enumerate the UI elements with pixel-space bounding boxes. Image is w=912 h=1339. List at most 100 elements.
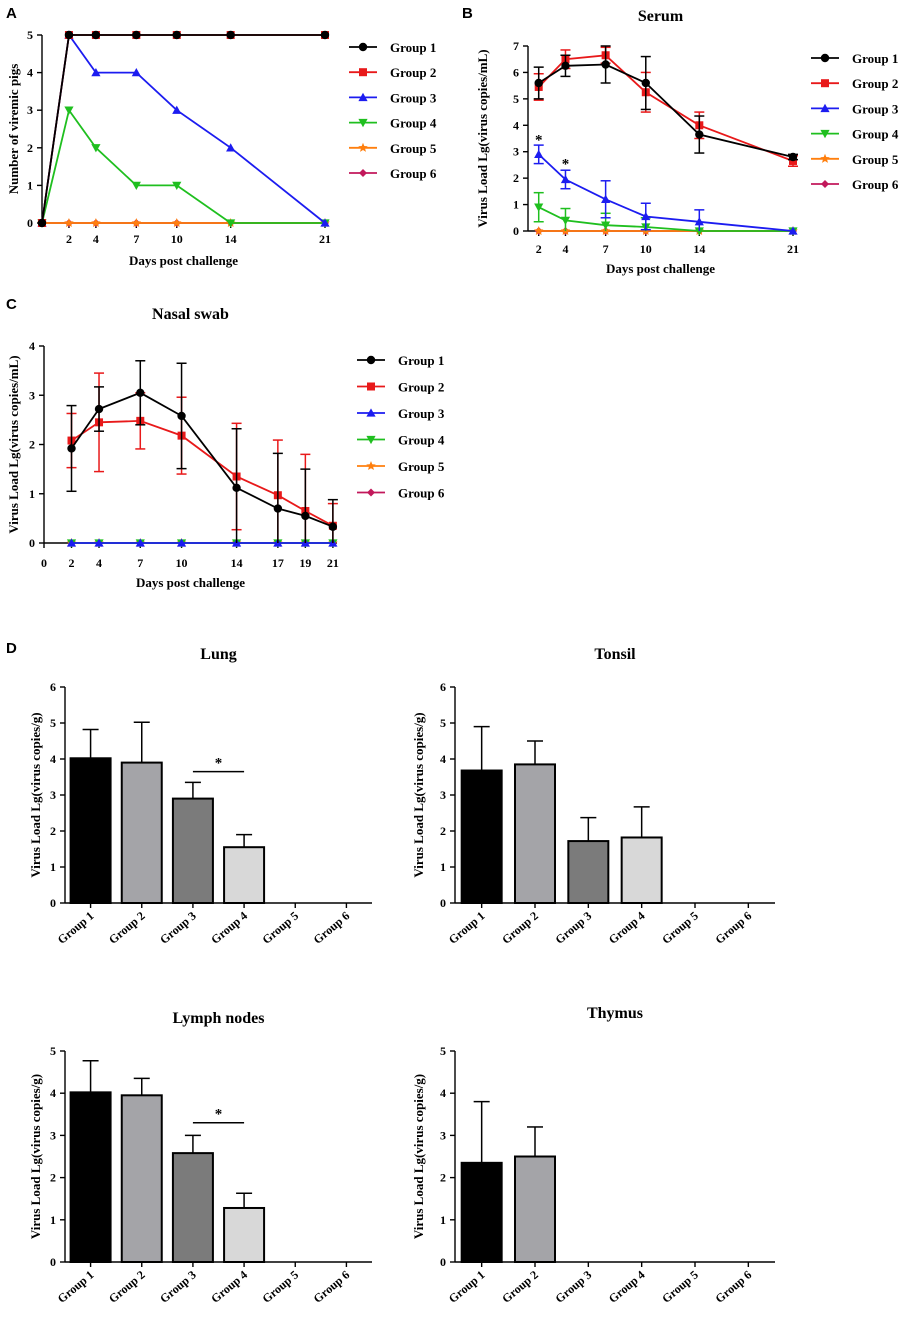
- chart-thymus-x-tick-label: Group 2: [499, 1268, 541, 1306]
- chart-a-legend-marker: [358, 118, 368, 128]
- chart-c-y-axis-label: Virus Load Lg(virus copies/mL): [6, 355, 21, 533]
- chart-c-legend-marker: [366, 461, 376, 471]
- chart-b-series-line-group-3: [538, 153, 794, 232]
- chart-c-y-tick-label: 0: [29, 536, 35, 550]
- chart-b-x-tick-label: 2: [536, 242, 542, 256]
- chart-lung-y-tick-label: 4: [50, 752, 56, 766]
- chart-b-x-tick-label: 7: [603, 242, 609, 256]
- chart-lung-title: Lung: [200, 646, 236, 663]
- chart-b-series-line-group-1: [538, 63, 794, 158]
- chart-b-point-group-4: [560, 216, 571, 226]
- chart-c-legend-marker: [366, 355, 376, 365]
- chart-c-x-tick-label: 0: [41, 556, 47, 570]
- chart-c-x-tick-label: 4: [96, 556, 102, 570]
- chart-a-point-group-5: [131, 218, 142, 228]
- chart-b-y-tick-label: 0: [513, 224, 519, 238]
- chart-tonsil-y-tick-label: 1: [440, 860, 446, 874]
- chart-c-legend-marker: [366, 408, 376, 417]
- chart-b-point-group-1: [561, 61, 570, 71]
- chart-a-legend-marker: [358, 42, 368, 52]
- chart-lymph-nodes-y-tick-label: 0: [50, 1255, 56, 1269]
- chart-a-point-group-1: [64, 30, 74, 40]
- chart-lung-y-axis-label: Virus Load Lg(virus copies/g): [28, 712, 43, 877]
- chart-c-legend-marker: [367, 488, 375, 497]
- chart-b-significance-mark: *: [562, 156, 570, 172]
- chart-c-point-group-3: [66, 538, 77, 547]
- chart-b-series-line-group-4: [538, 206, 793, 232]
- chart-b-point-group-1: [534, 78, 543, 88]
- chart-a-point-group-5: [91, 218, 101, 228]
- chart-thymus-bar-2: [514, 1155, 556, 1263]
- chart-a-legend-marker: [359, 169, 367, 177]
- chart-c-y-tick-label: 4: [29, 339, 35, 353]
- chart-a-x-tick-label: 14: [225, 232, 237, 246]
- chart-tonsil-x-tick-label: Group 2: [499, 909, 541, 947]
- chart-lymph-nodes-x-tick-label: Group 4: [208, 1268, 250, 1306]
- chart-b-x-axis-label: Days post challenge: [606, 261, 715, 276]
- chart-b-x-tick-label: 10: [640, 242, 652, 256]
- chart-lung-bar-3: [171, 797, 214, 904]
- chart-c-x-tick-label: 14: [231, 556, 243, 570]
- chart-a-legend-label: Group 5: [390, 141, 437, 156]
- chart-a-x-tick-label: 4: [93, 232, 99, 246]
- chart-tonsil-y-tick-label: 2: [440, 824, 446, 838]
- chart-b-legend-marker: [821, 79, 829, 88]
- chart-a-legend-label: Group 6: [390, 166, 437, 181]
- chart-b-y-tick-label: 6: [513, 65, 519, 79]
- chart-a-y-tick-label: 2: [27, 141, 33, 155]
- chart-lung-y-tick-label: 0: [50, 896, 56, 910]
- chart-a-legend-marker: [359, 68, 367, 77]
- chart-c-x-tick-label: 19: [299, 556, 311, 570]
- chart-b-legend-label: Group 6: [852, 177, 899, 192]
- chart-a-series-line-group-2: [41, 34, 325, 224]
- chart-a-y-tick-label: 4: [27, 66, 33, 80]
- chart-c-point-group-3: [176, 538, 187, 547]
- chart-tonsil-bar-3: [567, 840, 610, 905]
- chart-lymph-nodes-x-tick-label: Group 5: [259, 1268, 301, 1306]
- chart-lung-y-tick-label: 2: [50, 824, 56, 838]
- chart-b-significance-mark: *: [535, 133, 543, 149]
- chart-c-point-group-1: [94, 404, 104, 414]
- chart-lung-y-tick-label: 1: [50, 860, 56, 874]
- chart-thymus-y-tick-label: 4: [440, 1086, 446, 1100]
- chart-lymph-nodes-significance-mark: *: [215, 1107, 223, 1123]
- chart-thymus-bar-1: [460, 1161, 503, 1263]
- chart-thymus-x-tick-label: Group 5: [659, 1268, 701, 1306]
- chart-c-point-group-1: [273, 504, 283, 513]
- chart-tonsil-y-tick-label: 6: [440, 680, 446, 694]
- chart-tonsil-x-tick-label: Group 3: [552, 909, 594, 947]
- chart-a-point-group-1: [132, 30, 141, 40]
- chart-lung-y-tick-label: 5: [50, 716, 56, 730]
- chart-c-legend-label: Group 4: [398, 433, 445, 448]
- chart-b-legend-marker: [820, 103, 830, 113]
- chart-a-legend-marker: [358, 92, 368, 102]
- chart-b-legend-label: Group 1: [852, 51, 898, 66]
- chart-tonsil-y-tick-label: 0: [440, 896, 446, 910]
- chart-lymph-nodes-y-tick-label: 1: [50, 1213, 56, 1227]
- chart-b-title: Serum: [638, 8, 684, 25]
- chart-c-x-tick-label: 2: [69, 556, 75, 570]
- chart-c-y-tick-label: 3: [29, 388, 35, 402]
- chart-lung-y-tick-label: 3: [50, 788, 56, 802]
- chart-b-point-group-3: [694, 217, 704, 226]
- chart-a-y-tick-label: 1: [27, 178, 33, 192]
- chart-lung-x-tick-label: Group 3: [157, 909, 199, 947]
- chart-a-y-tick-label: 0: [27, 216, 33, 230]
- chart-lung-bar-4: [223, 846, 266, 905]
- chart-lung-significance-mark: *: [215, 756, 223, 772]
- chart-lymph-nodes-y-tick-label: 4: [50, 1086, 56, 1100]
- panel-letter-a: A: [6, 5, 17, 22]
- chart-a-y-tick-label: 5: [27, 28, 33, 42]
- chart-b-point-group-3: [788, 226, 798, 235]
- chart-lymph-nodes-y-tick-label: 3: [50, 1128, 56, 1142]
- chart-thymus-y-axis-label: Virus Load Lg(virus copies/g): [411, 1074, 426, 1239]
- chart-b-y-axis-label: Virus Load Lg(virus copies/mL): [475, 49, 490, 227]
- chart-lymph-nodes-bar-1: [69, 1091, 112, 1263]
- chart-tonsil-x-tick-label: Group 5: [659, 909, 701, 947]
- chart-b-point-group-4: [601, 221, 611, 230]
- chart-b-point-group-1: [641, 78, 650, 88]
- chart-c-legend-label: Group 5: [398, 459, 445, 474]
- chart-a-point-group-1: [172, 30, 181, 40]
- chart-lung-x-tick-label: Group 6: [311, 909, 353, 947]
- chart-a-legend-label: Group 3: [390, 90, 437, 105]
